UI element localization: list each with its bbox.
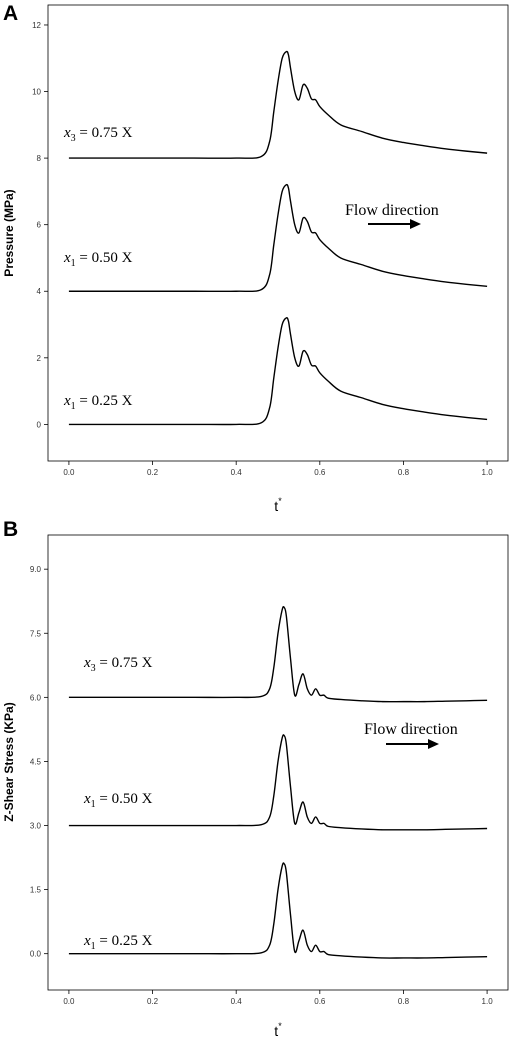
panel-b-y-ticks: 0.0 1.5 3.0 4.5 6.0 7.5 9.0 <box>30 565 48 959</box>
panel-a: A 0.0 0.2 0.4 0.6 0.8 1.0 0 2 4 6 8 10 12 Pressure … <box>2 2 509 514</box>
panel-b-x-tick-label: 0.0 <box>63 997 75 1006</box>
panel-b-x-tick-label: 1.0 <box>482 997 494 1006</box>
panel-b-x-axis-label: t* <box>274 1021 282 1039</box>
panel-a-flow-arrow-icon <box>368 219 421 229</box>
panel-b-series-annotation-2: x1 = 0.50 X <box>83 791 153 810</box>
panel-a-series-line-2 <box>68 183 488 293</box>
panel-b-series-line-3 <box>68 862 488 959</box>
panel-a-series-group <box>68 50 488 426</box>
panel-b: B 0.0 0.2 0.4 0.6 0.8 1.0 0.0 1.5 3.0 4.5 6.0 7.5 9… <box>2 518 509 1039</box>
panel-a-y-ticks: 0 2 4 6 8 10 12 <box>32 21 48 429</box>
panel-a-x-axis-label: t* <box>274 496 282 514</box>
panel-b-series-group <box>68 605 488 959</box>
panel-b-flow-arrow-icon <box>386 739 439 749</box>
panel-b-y-tick-label: 0.0 <box>30 950 42 959</box>
panel-b-x-tick-label: 0.8 <box>398 997 410 1006</box>
panel-a-y-tick-label: 2 <box>37 354 42 363</box>
panel-a-x-tick-label: 1.0 <box>482 468 494 477</box>
panel-a-y-tick-label: 6 <box>37 221 42 230</box>
panel-a-x-tick-label: 0.8 <box>398 468 410 477</box>
panel-b-x-tick-label: 0.2 <box>147 997 159 1006</box>
panel-b-y-tick-label: 7.5 <box>30 629 42 638</box>
panel-a-y-tick-label: 4 <box>37 287 42 296</box>
panel-a-y-tick-label: 10 <box>32 88 41 97</box>
panel-a-x-tick-label: 0.0 <box>63 468 75 477</box>
panel-a-y-axis-label: Pressure (MPa) <box>2 189 16 276</box>
panel-b-x-tick-label: 0.6 <box>314 997 326 1006</box>
panel-a-series-annotation-3: x1 = 0.25 X <box>63 393 133 412</box>
panel-a-y-tick-label: 12 <box>32 21 41 30</box>
panel-b-flow-direction-label: Flow direction <box>364 721 458 738</box>
panel-b-y-tick-label: 4.5 <box>30 757 42 766</box>
panel-b-y-tick-label: 9.0 <box>30 565 42 574</box>
panel-a-y-tick-label: 0 <box>37 420 42 429</box>
panel-a-series-line-1 <box>68 50 488 159</box>
panel-b-annotations: x3 = 0.75 X x1 = 0.50 X x1 = 0.25 X <box>83 655 153 952</box>
panel-a-x-ticks: 0.0 0.2 0.4 0.6 0.8 1.0 <box>63 461 493 477</box>
panel-a-flow-direction-label: Flow direction <box>345 202 439 219</box>
panel-a-letter: A <box>3 2 18 25</box>
panel-a-x-tick-label: 0.4 <box>231 468 243 477</box>
panel-a-series-annotation-2: x1 = 0.50 X <box>63 250 133 269</box>
panel-b-series-annotation-3: x1 = 0.25 X <box>83 933 153 952</box>
panel-a-x-tick-label: 0.6 <box>314 468 326 477</box>
panel-a-y-tick-label: 8 <box>37 154 42 163</box>
panel-b-y-axis-label: Z-Shear Stress (KPa) <box>2 702 16 821</box>
panel-b-series-line-1 <box>68 605 488 703</box>
panel-b-plot-frame <box>47 534 509 991</box>
panel-b-y-tick-label: 6.0 <box>30 693 42 702</box>
panel-a-plot-frame <box>47 4 509 462</box>
panel-a-x-tick-label: 0.2 <box>147 468 159 477</box>
panel-b-series-line-2 <box>68 734 488 831</box>
panel-b-series-annotation-1: x3 = 0.75 X <box>83 655 153 674</box>
panel-a-annotations: x3 = 0.75 X x1 = 0.50 X x1 = 0.25 X <box>63 125 133 412</box>
panel-b-letter: B <box>3 518 18 541</box>
panel-b-y-tick-label: 3.0 <box>30 822 42 831</box>
panel-b-y-tick-label: 1.5 <box>30 886 42 895</box>
panel-b-x-tick-label: 0.4 <box>231 997 243 1006</box>
panel-a-series-annotation-1: x3 = 0.75 X <box>63 125 133 144</box>
panel-b-x-ticks: 0.0 0.2 0.4 0.6 0.8 1.0 <box>63 990 493 1006</box>
panel-a-series-line-3 <box>68 317 488 426</box>
